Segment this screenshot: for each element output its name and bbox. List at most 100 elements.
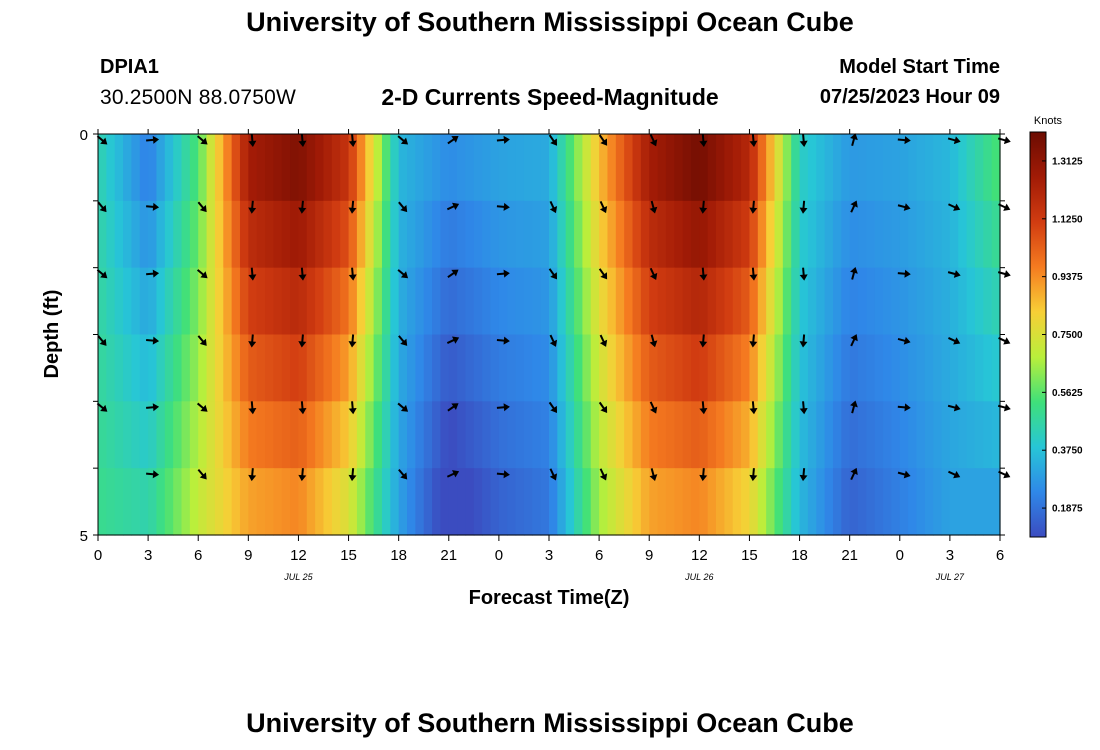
heatmap-cell xyxy=(991,267,1001,336)
x-tick-label: 0 xyxy=(495,547,503,564)
heatmap-cell xyxy=(98,134,107,202)
date-label: JUL 25 xyxy=(283,572,313,582)
heatmap-cell xyxy=(891,267,901,336)
heatmap-cell xyxy=(507,200,517,269)
heatmap-cell xyxy=(590,267,600,336)
heatmap-cell xyxy=(482,401,492,469)
heatmap-cell xyxy=(331,334,341,402)
heatmap-cell xyxy=(849,334,859,402)
current-vector-arrow xyxy=(897,403,911,412)
heatmap-cell xyxy=(523,334,533,402)
heatmap-cell xyxy=(557,334,567,402)
heatmap-cell xyxy=(549,401,558,469)
heatmap-cell xyxy=(323,134,333,202)
heatmap-cell xyxy=(690,200,700,269)
heatmap-cell xyxy=(690,267,700,336)
heatmap-cell xyxy=(457,267,467,336)
heatmap-cell xyxy=(173,267,183,336)
heatmap-cell xyxy=(139,401,149,469)
current-vector-arrow xyxy=(496,202,510,211)
date-label: JUL 27 xyxy=(935,572,965,582)
heatmap-cell xyxy=(390,267,400,336)
heatmap-cell xyxy=(866,200,876,269)
heatmap-cell xyxy=(114,267,124,336)
heatmap-cell xyxy=(724,134,734,202)
heatmap-cell xyxy=(423,200,433,269)
heatmap-cell xyxy=(924,401,934,469)
heatmap-cell xyxy=(273,401,283,469)
heatmap-cell xyxy=(281,334,291,402)
heatmap-cell xyxy=(749,134,759,202)
heatmap-cell xyxy=(974,401,984,469)
heatmap-cell xyxy=(432,401,442,469)
heatmap-cell xyxy=(315,200,325,269)
heatmap-cell xyxy=(707,134,717,202)
heatmap-cell xyxy=(908,267,918,336)
heatmap-cells xyxy=(98,134,1001,536)
heatmap-cell xyxy=(390,134,400,202)
heatmap-cell xyxy=(858,267,867,336)
heatmap-cell xyxy=(933,200,943,269)
heatmap-cell xyxy=(331,200,341,269)
current-vector-arrow xyxy=(298,133,307,147)
heatmap-cell xyxy=(949,134,959,202)
heatmap-cell xyxy=(649,134,659,202)
colorbar-tick-label: 1.1250 xyxy=(1052,214,1083,225)
heatmap-cell xyxy=(515,267,525,336)
heatmap-cell xyxy=(290,267,300,336)
heatmap-cell xyxy=(891,401,901,469)
current-vector-arrow xyxy=(649,401,658,414)
heatmap-cell xyxy=(782,267,792,336)
chart-subtitle: 2-D Currents Speed-Magnitude xyxy=(381,84,719,110)
heatmap-cell xyxy=(874,401,884,469)
heatmap-cell xyxy=(348,134,358,202)
heatmap-cell xyxy=(816,468,826,536)
heatmap-cell xyxy=(933,468,943,536)
heatmap-cell xyxy=(849,200,859,269)
y-axis-label: Depth (ft) xyxy=(41,290,63,379)
x-tick-label: 12 xyxy=(691,547,708,564)
heatmap-cell xyxy=(356,200,366,269)
heatmap-cell xyxy=(958,334,968,402)
heatmap-cell xyxy=(482,468,492,536)
heatmap-cell xyxy=(933,401,943,469)
current-vector-arrow xyxy=(749,334,758,348)
heatmap-cell xyxy=(565,468,575,536)
heatmap-cell xyxy=(716,401,725,469)
heatmap-cell xyxy=(214,468,224,536)
current-vector-arrow xyxy=(799,200,808,214)
heatmap-cell xyxy=(874,200,884,269)
heatmap-cell xyxy=(98,267,107,336)
heatmap-cell xyxy=(557,468,567,536)
heatmap-cell xyxy=(448,334,458,402)
heatmap-cell xyxy=(448,267,458,336)
heatmap-cell xyxy=(98,200,107,269)
current-vector-arrow xyxy=(598,134,608,146)
heatmap-cell xyxy=(557,267,567,336)
current-vector-arrow xyxy=(397,135,409,145)
heatmap-cell xyxy=(398,267,408,336)
heatmap-cell xyxy=(457,401,467,469)
heatmap-cell xyxy=(473,401,483,469)
heatmap-cell xyxy=(189,134,199,202)
heatmap-cell xyxy=(507,401,517,469)
x-tick-label: 18 xyxy=(390,547,407,564)
heatmap-cell xyxy=(523,200,533,269)
heatmap-cell xyxy=(306,334,316,402)
heatmap-cell xyxy=(139,134,149,202)
heatmap-cell xyxy=(699,334,709,402)
heatmap-cell xyxy=(281,200,291,269)
heatmap-cell xyxy=(181,468,191,536)
heatmap-cell xyxy=(632,134,642,202)
heatmap-cell xyxy=(924,267,934,336)
current-vector-arrow xyxy=(348,468,357,482)
heatmap-cell xyxy=(256,200,266,269)
heatmap-cell xyxy=(766,401,776,469)
current-vector-arrow xyxy=(248,401,257,415)
heatmap-cell xyxy=(866,134,876,202)
heatmap-cell xyxy=(390,468,400,536)
heatmap-cell xyxy=(824,401,834,469)
x-tick-label: 9 xyxy=(645,547,653,564)
current-vector-arrow xyxy=(548,134,558,146)
x-tick-label: 6 xyxy=(194,547,202,564)
